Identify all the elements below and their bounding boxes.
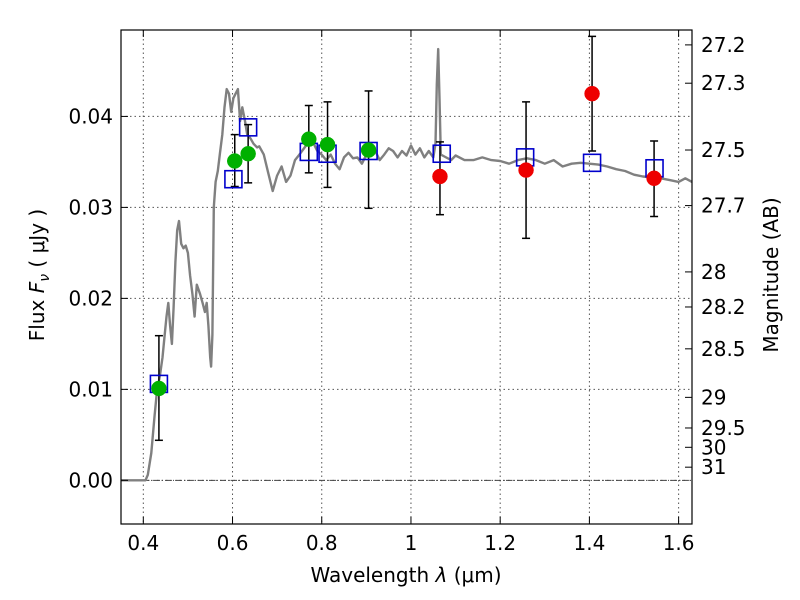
x-tick-label: 1 (405, 531, 418, 555)
y-tick-label: 0.02 (68, 286, 113, 310)
magnitude-tick-label: 28.2 (701, 295, 746, 319)
x-tick-label: 0.4 (127, 531, 159, 555)
magnitude-tick-label: 27.2 (701, 33, 746, 57)
x-tick-label: 0.8 (306, 531, 338, 555)
magnitude-tick-label: 27.7 (701, 194, 746, 218)
model-flux-square (582, 153, 602, 173)
green-data-point (301, 131, 317, 147)
y-tick-label: 0.00 (68, 468, 113, 492)
magnitude-tick-label: 30 (701, 435, 726, 459)
green-data-point (227, 153, 243, 169)
green-data-point (319, 136, 336, 153)
x-tick-label: 1.6 (663, 531, 695, 555)
magnitude-tick-label: 31 (701, 455, 726, 479)
right-axis-title: Magnitude (AB) (759, 197, 783, 352)
y-tick-label: 0.01 (68, 377, 113, 401)
y-tick-label: 0.04 (68, 104, 113, 128)
green-data-point (360, 142, 377, 158)
model-flux-square (432, 144, 452, 164)
y-axis-ticks: 0.00 0.01 0.02 0.03 0.04 (68, 104, 128, 492)
grid-lines (121, 30, 692, 524)
green-data-point (151, 380, 167, 397)
red-data-point (518, 162, 534, 178)
magnitude-tick-label: 27.5 (701, 138, 746, 162)
model-flux-square (238, 118, 258, 137)
magnitude-tick-label: 29 (701, 385, 726, 409)
x-axis-ticks: 0.4 0.6 0.8 1 1.2 1.4 1.6 (127, 30, 695, 555)
magnitude-tick-label: 28.5 (701, 337, 746, 361)
magnitude-tick-label: 28 (701, 260, 726, 284)
y-axis-title: Flux Fν ( μJy ) (25, 209, 53, 341)
y-tick-label: 0.03 (68, 195, 113, 219)
model-flux-square (224, 169, 243, 189)
x-tick-label: 0.6 (217, 531, 249, 555)
plot-frame (120, 29, 693, 525)
red-data-point (432, 168, 448, 185)
red-data-point (646, 170, 662, 187)
magnitude-tick-label: 29.5 (701, 416, 746, 440)
x-tick-label: 1.2 (484, 531, 516, 555)
x-tick-label: 1.4 (573, 531, 605, 555)
red-data-point (584, 85, 600, 102)
green-data-point (240, 145, 256, 162)
plot-area (121, 35, 693, 482)
x-axis-title: Wavelength λ (μm) (310, 563, 501, 587)
magnitude-tick-label: 27.3 (701, 71, 746, 95)
